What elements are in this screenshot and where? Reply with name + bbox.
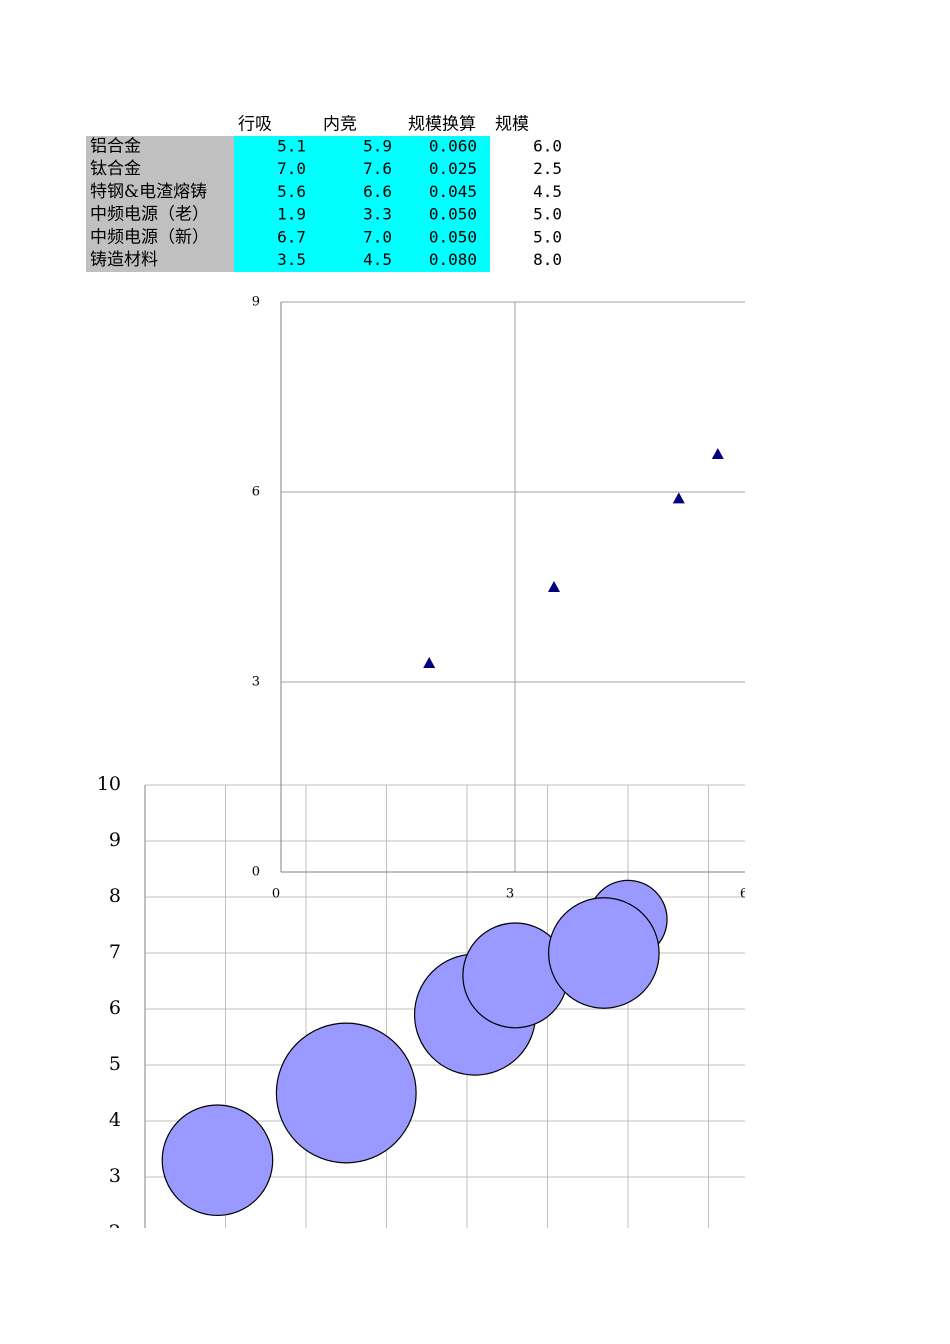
cell: 0.025 (429, 159, 477, 178)
y-tick-label: 10 (97, 773, 121, 795)
cell: 3.5 (277, 250, 306, 269)
row-name: 中频电源（新） (90, 227, 209, 247)
x-tick-label: 0 (272, 887, 280, 902)
cell: 0.060 (429, 137, 477, 156)
y-tick-label: 5 (109, 1053, 121, 1075)
cell: 6.6 (363, 182, 392, 201)
column-header: 内竞 (323, 115, 357, 135)
cell: 3.3 (363, 205, 392, 224)
cell: 5.0 (533, 205, 562, 224)
bubble-chart: 2 3 4 5 6 7 8 9 10 (97, 773, 745, 1243)
y-tick-label: 9 (252, 295, 260, 310)
cell: 0.050 (429, 227, 477, 246)
cell: 6.0 (533, 137, 562, 156)
x-tick-label: 6 (740, 887, 748, 902)
y-tick-label: 3 (252, 675, 260, 690)
marker (672, 492, 685, 504)
scatter-chart: 0 3 6 9 0 3 6 (252, 295, 748, 902)
bubbles (161, 879, 668, 1217)
cell: 4.5 (363, 250, 392, 269)
row-name: 铝合金 (90, 137, 141, 157)
y-tick-label: 6 (252, 485, 260, 500)
row-name: 铸造材料 (90, 250, 158, 270)
y-tick-label: 3 (109, 1165, 121, 1187)
marker (423, 657, 436, 668)
cell: 5.6 (277, 182, 306, 201)
y-tick-label: 8 (109, 885, 121, 907)
marker (548, 581, 560, 592)
cell: 7.0 (277, 159, 306, 178)
y-tick-label: 4 (109, 1109, 121, 1131)
y-tick-label: 0 (252, 865, 260, 880)
cell: 7.0 (363, 227, 392, 246)
row-name: 特钢&电渣熔铸 (90, 182, 207, 202)
cell: 7.6 (363, 159, 392, 178)
bubble (275, 1022, 417, 1164)
marker (711, 448, 724, 459)
name-column-bg (86, 136, 234, 272)
cell: 5.1 (277, 137, 306, 156)
cell: 5.9 (363, 137, 392, 156)
cell: 8.0 (533, 250, 562, 269)
x-tick-label: 3 (506, 887, 514, 902)
cell: 0.045 (429, 182, 477, 201)
y-tick-label: 2 (109, 1221, 121, 1243)
column-header: 规模换算 (408, 115, 476, 135)
cell: 5.0 (533, 227, 562, 246)
cell: 6.7 (277, 227, 306, 246)
value-columns-bg (234, 136, 490, 272)
y-tick-label: 6 (109, 997, 121, 1019)
bubble (161, 1104, 274, 1217)
cell: 0.080 (429, 250, 477, 269)
cell: 0.050 (429, 205, 477, 224)
y-tick-label: 9 (109, 829, 121, 851)
column-header: 规模 (495, 115, 529, 135)
cell: 2.5 (533, 159, 562, 178)
column-header: 行吸 (238, 115, 272, 135)
bubble (548, 897, 660, 1009)
row-name: 中频电源（老） (90, 205, 209, 225)
cell: 4.5 (533, 182, 562, 201)
cell: 1.9 (277, 205, 306, 224)
y-tick-label: 7 (109, 941, 121, 963)
row-name: 钛合金 (90, 159, 141, 179)
